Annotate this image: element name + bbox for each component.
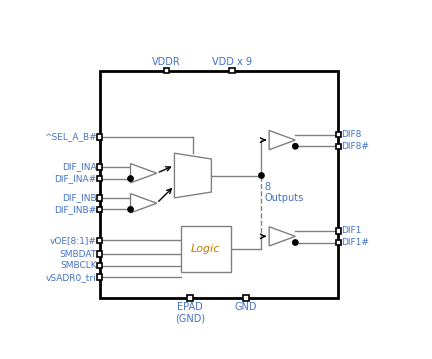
Bar	[97, 164, 102, 170]
Text: DIF1#: DIF1#	[342, 238, 369, 247]
Polygon shape	[130, 164, 157, 183]
Text: DIF_INA#: DIF_INA#	[54, 174, 97, 183]
Bar	[97, 176, 102, 181]
Bar	[97, 275, 102, 280]
Text: vOE[8:1]#: vOE[8:1]#	[50, 236, 97, 245]
Bar	[243, 295, 249, 300]
Bar	[336, 240, 341, 245]
Text: EPAD
(GND): EPAD (GND)	[175, 302, 205, 323]
Text: DIF_INA: DIF_INA	[62, 163, 97, 172]
Text: DIF8: DIF8	[342, 130, 362, 139]
Text: Logic: Logic	[191, 244, 220, 254]
Text: DIF8#: DIF8#	[342, 142, 369, 151]
Bar	[229, 68, 235, 74]
Bar	[336, 228, 341, 234]
Bar	[336, 144, 341, 149]
Text: VDD x 9: VDD x 9	[212, 57, 252, 67]
Circle shape	[128, 176, 133, 181]
Text: vSADR0_tri: vSADR0_tri	[46, 272, 97, 282]
Polygon shape	[130, 194, 157, 213]
Bar	[100, 71, 338, 298]
Polygon shape	[269, 227, 295, 246]
Text: DIF_INB: DIF_INB	[62, 194, 97, 202]
Text: SMBCLK: SMBCLK	[60, 261, 97, 270]
Bar	[336, 132, 341, 137]
Circle shape	[128, 207, 133, 212]
Text: DIF_INB#: DIF_INB#	[54, 205, 97, 214]
Text: DIF1: DIF1	[342, 227, 362, 236]
Bar	[97, 251, 102, 257]
Text: VDDR: VDDR	[152, 57, 181, 67]
Bar	[97, 195, 102, 201]
Bar	[97, 207, 102, 212]
Text: SMBDAT: SMBDAT	[60, 250, 97, 258]
Polygon shape	[175, 153, 211, 198]
Circle shape	[292, 240, 298, 245]
Bar	[97, 134, 102, 140]
Text: 8
Outputs: 8 Outputs	[264, 182, 304, 203]
Bar	[181, 225, 231, 272]
Bar	[164, 68, 169, 74]
Bar	[97, 238, 102, 243]
Bar	[187, 295, 193, 300]
Polygon shape	[269, 130, 295, 150]
Circle shape	[259, 173, 264, 178]
Bar	[97, 263, 102, 268]
Text: ^SEL_A_B#: ^SEL_A_B#	[44, 132, 97, 141]
Text: GND: GND	[235, 302, 257, 312]
Circle shape	[292, 144, 298, 149]
